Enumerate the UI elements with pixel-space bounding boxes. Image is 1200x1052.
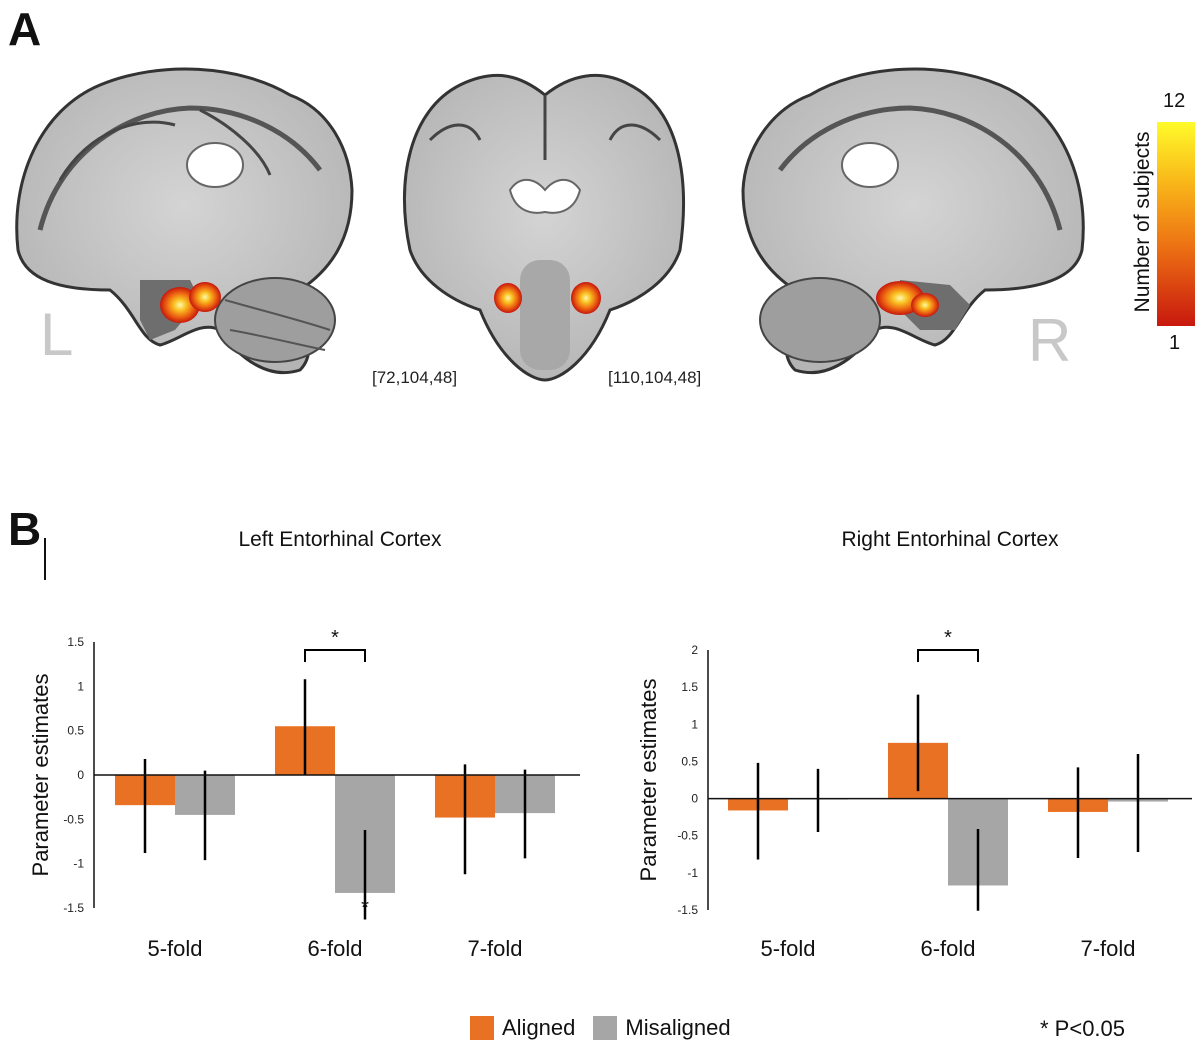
significance-bracket (304, 649, 366, 662)
colorbar-min: 1 (1169, 332, 1181, 354)
right-sagittal-slice (741, 67, 1085, 375)
y-tick-label: 0 (691, 792, 698, 806)
left-sagittal-slice (15, 67, 354, 375)
y-tick-label: -1.5 (677, 903, 698, 917)
y-tick-label: -1 (73, 857, 84, 871)
coordinate-left: [72,104,48] (372, 368, 458, 387)
legend-label-aligned: Aligned (502, 1015, 576, 1040)
category-label: 5-fold (760, 936, 815, 961)
legend-label-misaligned: Misaligned (625, 1015, 731, 1040)
significance-star-below: * (361, 897, 369, 919)
colorbar: 12 1 Number of subjects (1125, 90, 1200, 370)
category-label: 6-fold (307, 936, 362, 961)
y-tick-label: 1.5 (681, 680, 698, 694)
significance-star: * (944, 627, 952, 649)
y-tick-label: 0 (77, 768, 84, 782)
chart-left: 1.5 1 0.5 0 -0.5 -1 -1.5 Parameter estimates 5-f… (28, 627, 580, 961)
legend-swatch-aligned (470, 1016, 494, 1040)
chart-title-left: Left Entorhinal Cortex (238, 528, 442, 551)
panel-b-letter: B (8, 503, 42, 555)
y-tick-label: 1 (691, 717, 698, 731)
y-tick-label: -1.5 (63, 901, 84, 915)
significance-bracket (917, 649, 979, 662)
y-tick-label: -0.5 (63, 812, 84, 826)
legend: Aligned Misaligned (470, 1012, 731, 1044)
coordinate-right: [110,104,48] (608, 368, 702, 387)
left-hemisphere-marker: L (40, 301, 74, 368)
coronal-slice (402, 73, 685, 382)
y-tick-label: -1 (687, 866, 698, 880)
chart-right: 2 1.5 1 0.5 0 -0.5 -1 -1.5 Parameter estimates 5-… (636, 627, 1192, 961)
y-tick-label: 0.5 (67, 724, 84, 738)
y-tick-label: 1 (77, 679, 84, 693)
chart-title-right: Right Entorhinal Cortex (841, 528, 1059, 551)
significance-star: * (331, 627, 339, 649)
colorbar-gradient (1157, 122, 1195, 326)
panel-a-letter: A (8, 3, 42, 55)
category-label: 7-fold (1080, 936, 1135, 961)
right-hemisphere-marker: R (1028, 307, 1072, 374)
colorbar-label: Number of subjects (1131, 131, 1154, 313)
y-axis-label: Parameter estimates (28, 674, 53, 877)
y-tick-label: -0.5 (677, 829, 698, 843)
y-tick-label: 2 (691, 643, 698, 657)
y-tick-label: 1.5 (67, 635, 84, 649)
significance-note: * P<0.05 (1040, 1016, 1126, 1041)
category-label: 5-fold (147, 936, 202, 961)
category-label: 7-fold (467, 936, 522, 961)
y-axis-label: Parameter estimates (636, 679, 661, 882)
legend-swatch-misaligned (593, 1016, 618, 1040)
colorbar-max: 12 (1163, 90, 1186, 112)
brain-images (15, 67, 1085, 382)
panel-b-marker-line (44, 538, 46, 580)
y-tick-label: 0.5 (681, 754, 698, 768)
category-label: 6-fold (920, 936, 975, 961)
